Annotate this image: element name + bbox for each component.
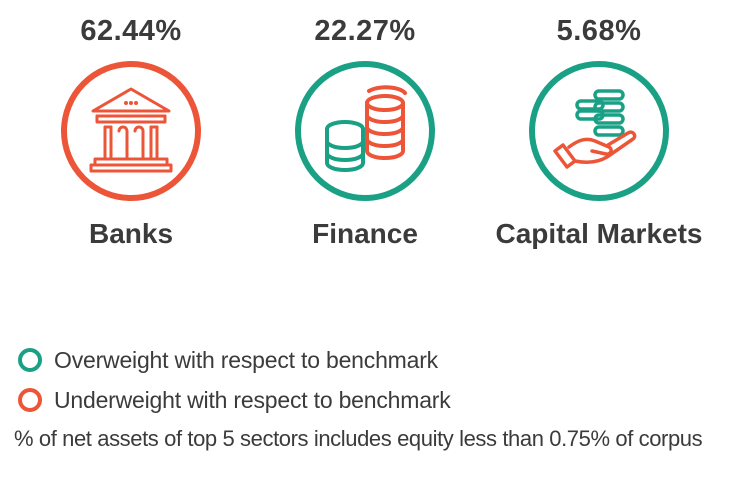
sector-ring	[295, 61, 435, 201]
legend-item-overweight: Overweight with respect to benchmark	[18, 340, 451, 380]
sector-banks: 62.44% Banks	[11, 14, 251, 251]
sector-ring	[61, 61, 201, 201]
sector-percent: 62.44%	[80, 15, 182, 47]
sector-finance: 22.27% Finance	[245, 14, 485, 251]
sector-name: Banks	[88, 218, 174, 249]
hand-with-coins-icon	[553, 89, 637, 169]
underweight-circle-icon	[18, 388, 42, 412]
footnote: % of net assets of top 5 sectors include…	[14, 426, 703, 451]
sector-percent: 22.27%	[314, 15, 416, 47]
bank-building-icon	[89, 87, 173, 173]
sector-capital-markets: 5.68% Capital Markets	[479, 14, 719, 251]
sector-ring	[529, 61, 669, 201]
sector-percent: 5.68%	[556, 15, 642, 47]
sector-name: Capital Markets	[495, 218, 703, 249]
coin-stacks-icon	[325, 85, 407, 172]
legend-label: Underweight with respect to benchmark	[54, 386, 451, 413]
legend-item-underweight: Underweight with respect to benchmark	[18, 380, 451, 420]
legend-label: Overweight with respect to benchmark	[54, 346, 438, 373]
sector-name: Finance	[312, 218, 418, 249]
legend: Overweight with respect to benchmark Und…	[18, 340, 451, 420]
overweight-circle-icon	[18, 348, 42, 372]
